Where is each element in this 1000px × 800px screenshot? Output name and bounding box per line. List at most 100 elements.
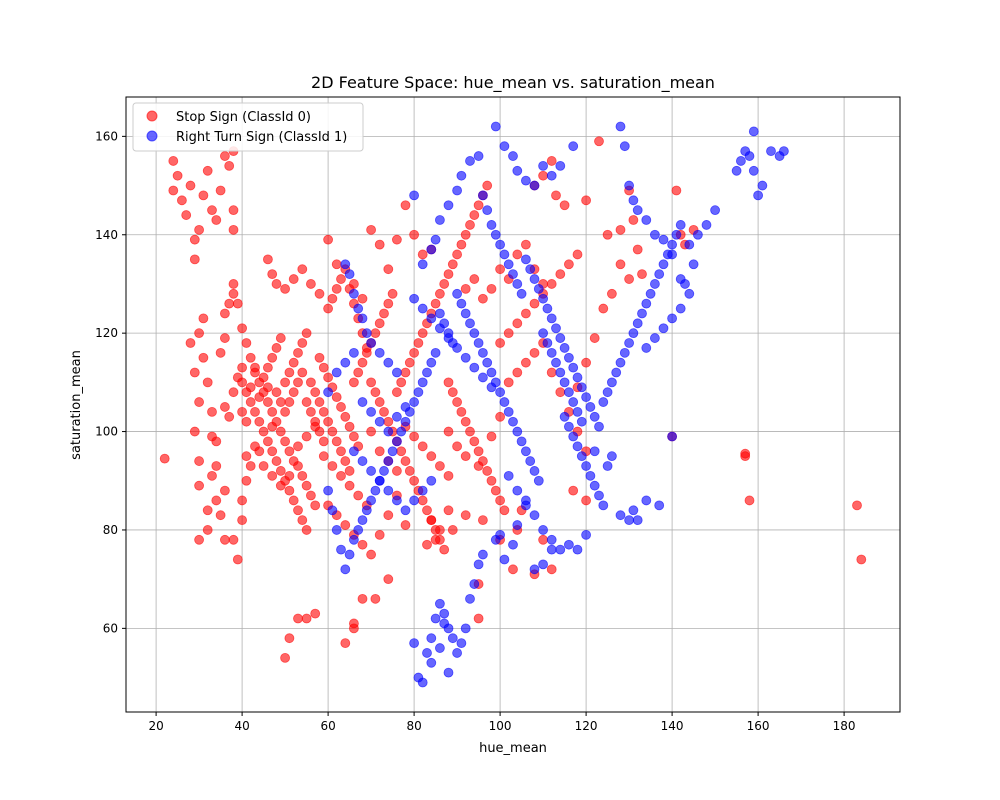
- data-point: [503, 377, 514, 388]
- data-point: [486, 431, 497, 442]
- data-point: [443, 667, 454, 678]
- data-point: [426, 357, 437, 368]
- data-point: [508, 269, 518, 280]
- data-point: [310, 421, 321, 432]
- data-point: [521, 239, 531, 250]
- data-point: [486, 367, 497, 378]
- data-point: [353, 525, 364, 535]
- data-point: [473, 200, 484, 211]
- data-point: [555, 160, 566, 171]
- data-point: [366, 338, 377, 348]
- data-point: [525, 264, 536, 275]
- data-point: [460, 308, 471, 319]
- data-point: [189, 426, 200, 437]
- data-point: [521, 308, 531, 319]
- data-point: [486, 475, 497, 486]
- data-point: [194, 534, 205, 545]
- data-point: [495, 239, 506, 250]
- data-point: [546, 534, 557, 545]
- data-point: [267, 269, 278, 280]
- data-point: [641, 495, 652, 506]
- data-point: [465, 426, 475, 437]
- data-point: [602, 461, 613, 471]
- data-point: [198, 190, 209, 201]
- data-point: [611, 367, 622, 378]
- data-point: [318, 451, 329, 462]
- data-point: [357, 539, 368, 550]
- data-point: [323, 485, 334, 496]
- data-point: [391, 387, 402, 398]
- x-tick-label: 80: [406, 719, 421, 733]
- data-point: [409, 495, 420, 506]
- data-point: [658, 259, 669, 270]
- data-point: [254, 416, 265, 427]
- data-point: [594, 421, 604, 432]
- data-point: [391, 234, 402, 245]
- data-point: [460, 451, 471, 462]
- data-point: [293, 377, 303, 388]
- data-point: [340, 357, 351, 368]
- data-point: [434, 461, 445, 471]
- x-tick-label: 100: [489, 719, 512, 733]
- data-point: [434, 643, 445, 653]
- data-point: [189, 367, 200, 378]
- data-point: [383, 426, 394, 437]
- data-point: [701, 220, 712, 230]
- data-point: [383, 574, 394, 585]
- data-point: [241, 475, 252, 486]
- data-point: [671, 229, 682, 240]
- data-point: [301, 431, 312, 442]
- data-point: [439, 544, 450, 555]
- data-point: [452, 288, 463, 299]
- y-axis: 60 80 100 120 140 160: [95, 129, 126, 635]
- data-point: [219, 534, 230, 545]
- data-point: [400, 520, 411, 530]
- data-point: [602, 387, 613, 398]
- data-point: [366, 224, 377, 235]
- data-point: [460, 283, 471, 294]
- data-point: [271, 387, 282, 398]
- data-point: [508, 416, 518, 427]
- data-point: [473, 338, 484, 348]
- data-point: [400, 200, 411, 211]
- data-point: [396, 446, 407, 457]
- data-point: [211, 215, 222, 225]
- data-point: [426, 244, 437, 255]
- data-point: [237, 323, 248, 334]
- data-point: [207, 205, 217, 216]
- data-point: [275, 333, 286, 343]
- x-tick-label: 20: [148, 719, 163, 733]
- data-point: [284, 397, 295, 407]
- data-point: [508, 539, 518, 550]
- data-point: [224, 298, 235, 309]
- data-point: [766, 146, 776, 157]
- data-point: [624, 274, 634, 284]
- data-point: [202, 165, 213, 176]
- data-point: [589, 333, 600, 343]
- x-axis: 20 40 60 80 100 120 140 160 180: [148, 712, 856, 733]
- data-point: [434, 323, 445, 334]
- data-point: [323, 416, 334, 427]
- data-point: [469, 362, 480, 373]
- data-point: [581, 495, 591, 506]
- data-point: [456, 170, 467, 181]
- data-point: [499, 505, 510, 516]
- data-point: [383, 298, 394, 309]
- data-point: [383, 485, 394, 496]
- data-point: [469, 274, 480, 284]
- data-point: [293, 505, 303, 516]
- data-point: [619, 347, 630, 358]
- data-point: [667, 239, 677, 250]
- data-point: [546, 564, 557, 575]
- data-point: [452, 648, 463, 658]
- data-point: [275, 426, 286, 437]
- y-tick-label: 60: [103, 621, 118, 635]
- data-point: [434, 215, 445, 225]
- data-point: [340, 259, 351, 270]
- data-point: [434, 598, 445, 609]
- data-point: [284, 367, 295, 378]
- data-point: [202, 377, 213, 388]
- data-point: [542, 338, 553, 348]
- data-point: [323, 387, 334, 398]
- data-point: [417, 485, 428, 496]
